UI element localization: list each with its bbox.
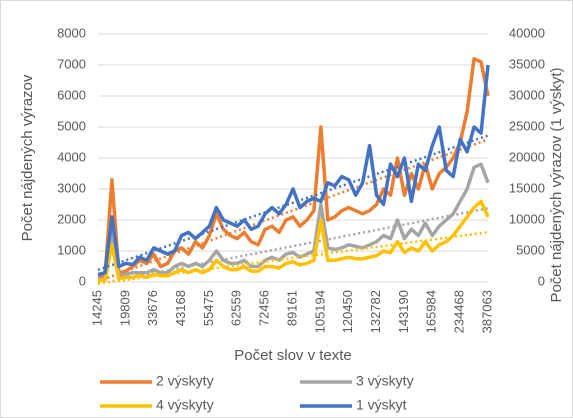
y2-tick-label: 40000 bbox=[509, 25, 545, 40]
y2-tick-label: 25000 bbox=[509, 118, 545, 133]
y-tick-label: 3000 bbox=[57, 180, 86, 195]
y2-tick-label: 5000 bbox=[516, 242, 545, 257]
x-tick-label: 120450 bbox=[340, 290, 355, 333]
trendline bbox=[97, 138, 489, 283]
y-tick-label: 7000 bbox=[57, 56, 86, 71]
x-tick-label: 234468 bbox=[452, 290, 467, 333]
x-tick-label: 14245 bbox=[89, 290, 104, 326]
trendline bbox=[97, 134, 489, 272]
legend-label: 2 výskyty bbox=[156, 373, 214, 389]
x-tick-label: 43168 bbox=[173, 290, 188, 326]
x-tick-label: 132782 bbox=[368, 290, 383, 333]
y-axis-title: Počet nájdených výrazov bbox=[19, 74, 36, 241]
y2-tick-label: 10000 bbox=[509, 211, 545, 226]
series-line bbox=[97, 57, 490, 280]
series-line bbox=[97, 64, 490, 277]
y2-axis-title: Počet nájdených výrazov (1 výskyt) bbox=[548, 67, 565, 302]
series-line bbox=[98, 162, 490, 281]
x-tick-label: 143190 bbox=[396, 290, 411, 333]
y2-tick-label: 35000 bbox=[509, 56, 545, 71]
x-tick-label: 105194 bbox=[312, 290, 327, 333]
y2-tick-label: 15000 bbox=[509, 180, 545, 195]
y-tick-label: 4000 bbox=[57, 149, 86, 164]
y-tick-label: 8000 bbox=[57, 25, 86, 40]
y2-tick-label: 20000 bbox=[509, 149, 545, 164]
x-tick-label: 89161 bbox=[284, 290, 299, 326]
x-tick-label: 62559 bbox=[229, 290, 244, 326]
y-tick-label: 5000 bbox=[57, 118, 86, 133]
y-tick-label: 1000 bbox=[57, 242, 86, 257]
legend-label: 4 výskyty bbox=[156, 397, 214, 413]
y2-tick-label: 0 bbox=[538, 273, 545, 288]
x-tick-label: 387063 bbox=[479, 290, 494, 333]
x-axis-title: Počet slov v texte bbox=[234, 347, 352, 364]
x-tick-label: 165984 bbox=[424, 290, 439, 333]
y2-tick-label: 30000 bbox=[509, 87, 545, 102]
y-tick-label: 0 bbox=[79, 273, 86, 288]
x-tick-label: 33676 bbox=[145, 290, 160, 326]
y-tick-label: 6000 bbox=[57, 87, 86, 102]
x-tick-label: 72456 bbox=[257, 290, 272, 326]
x-tick-label: 19809 bbox=[117, 290, 132, 326]
legend-label: 3 výskyty bbox=[356, 373, 414, 389]
legend-label: 1 výskyt bbox=[356, 397, 407, 413]
y-tick-label: 2000 bbox=[57, 211, 86, 226]
x-tick-label: 55475 bbox=[201, 290, 216, 326]
series-line bbox=[98, 199, 490, 283]
